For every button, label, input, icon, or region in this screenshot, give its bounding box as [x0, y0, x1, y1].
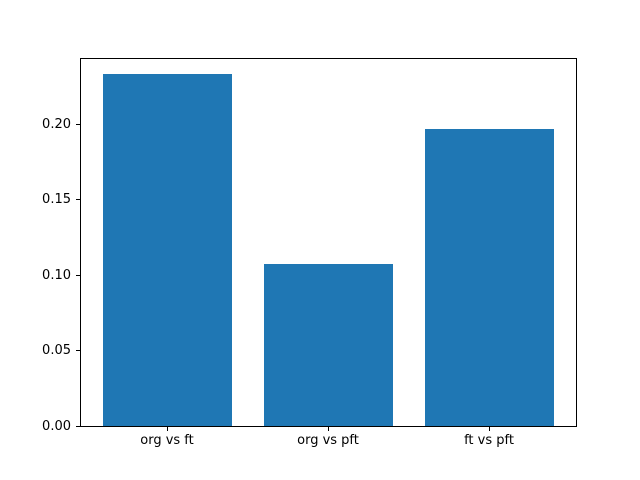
y-tick-label: 0.00	[42, 419, 71, 434]
plot-area	[80, 58, 577, 427]
y-tick-mark	[76, 275, 80, 276]
y-tick-label: 0.20	[42, 117, 71, 132]
y-tick-label: 0.10	[42, 268, 71, 283]
y-tick-label: 0.05	[42, 343, 71, 358]
y-tick-mark	[76, 426, 80, 427]
x-tick-label: ft vs pft	[464, 433, 514, 448]
bar	[103, 74, 232, 426]
bar	[425, 129, 554, 426]
x-tick-label: org vs ft	[140, 433, 194, 448]
y-tick-mark	[76, 124, 80, 125]
y-tick-mark	[76, 199, 80, 200]
y-tick-mark	[76, 350, 80, 351]
x-tick-mark	[489, 427, 490, 431]
x-tick-label: org vs pft	[297, 433, 359, 448]
y-tick-label: 0.15	[42, 192, 71, 207]
x-tick-mark	[328, 427, 329, 431]
x-tick-mark	[167, 427, 168, 431]
bar	[264, 264, 393, 426]
